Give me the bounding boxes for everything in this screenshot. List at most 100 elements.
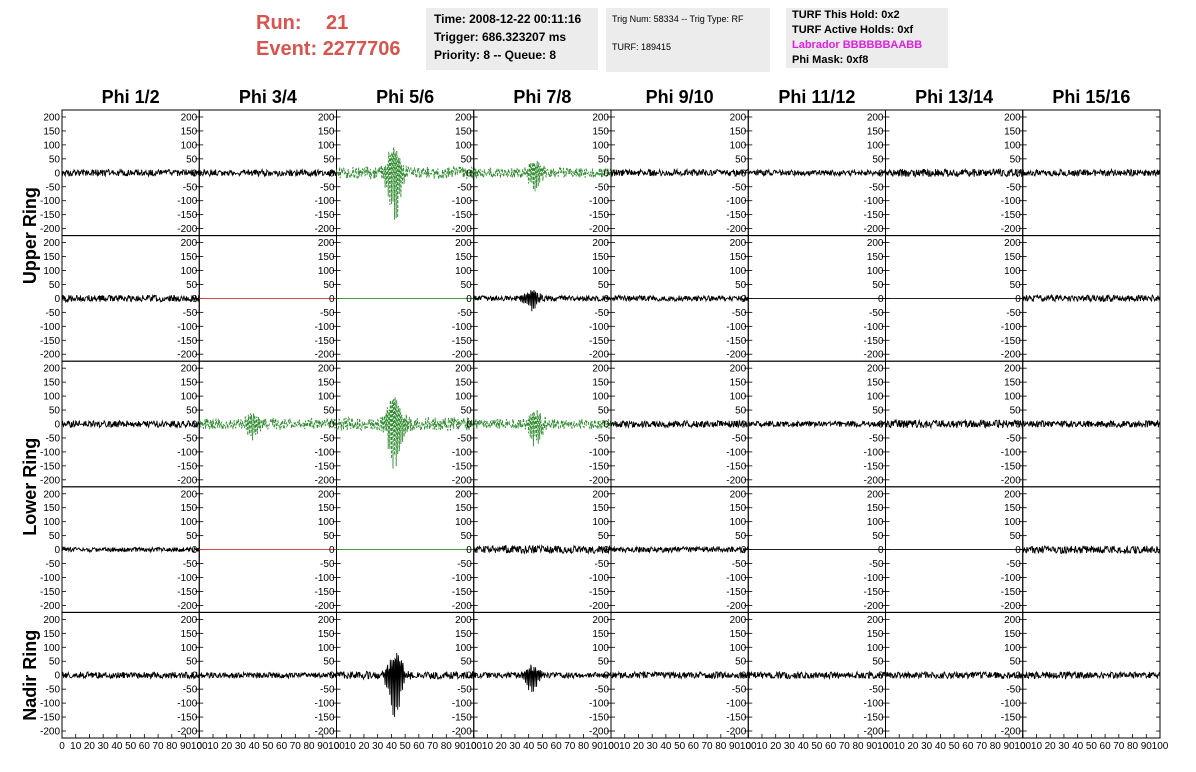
x-tick-label: 80 xyxy=(990,741,1002,752)
x-tick-label: 100 xyxy=(877,741,894,752)
x-tick-label: 80 xyxy=(852,741,864,752)
x-tick-label: 50 xyxy=(811,741,823,752)
y-tick-label: 200 xyxy=(867,364,884,375)
y-tick-label: -100 xyxy=(314,699,334,710)
y-tick-label: 200 xyxy=(867,112,884,123)
x-tick-label: 50 xyxy=(949,741,961,752)
y-tick-label: -200 xyxy=(452,224,472,235)
y-tick-label: 200 xyxy=(730,112,747,123)
y-tick-label: -200 xyxy=(863,224,883,235)
y-tick-label: 200 xyxy=(1004,364,1021,375)
y-tick-label: -50 xyxy=(457,182,472,193)
y-tick-label: 100 xyxy=(318,643,335,654)
x-tick-label: 30 xyxy=(235,741,247,752)
y-tick-label: 200 xyxy=(181,364,198,375)
y-tick-label: 150 xyxy=(43,252,60,263)
y-tick-label: 100 xyxy=(730,140,747,151)
y-tick-label: -100 xyxy=(589,573,609,584)
y-tick-label: -200 xyxy=(726,601,746,612)
x-tick-label: 0 xyxy=(471,741,477,752)
y-tick-label: -200 xyxy=(726,727,746,738)
y-tick-label: 50 xyxy=(598,531,610,542)
y-tick-label: 150 xyxy=(43,629,60,640)
waveform-panel: -200 -150 -100 -50 0 50 100 150 200 xyxy=(726,109,886,237)
labrador-text: Labrador BBBBBBAABB xyxy=(792,39,923,51)
waveform-trace xyxy=(1022,167,1161,178)
y-tick-label: -100 xyxy=(1001,322,1021,333)
waveform-panel: -200 -150 -100 -50 0 50 100 150 200 xyxy=(40,360,200,488)
y-tick-label: 150 xyxy=(181,629,198,640)
ring-label: Upper Ring xyxy=(20,187,40,284)
y-tick-label: -150 xyxy=(452,461,472,472)
waveform-trace xyxy=(610,419,749,429)
y-tick-label: 150 xyxy=(318,252,335,263)
y-tick-label: -200 xyxy=(177,350,197,361)
y-tick-label: -100 xyxy=(452,447,472,458)
x-tick-label: 40 xyxy=(660,741,672,752)
x-tick-label: 10 xyxy=(70,741,82,752)
y-tick-label: -150 xyxy=(1001,336,1021,347)
y-tick-label: 100 xyxy=(1004,392,1021,403)
y-tick-label: 0 xyxy=(603,294,609,305)
y-tick-label: 100 xyxy=(43,392,60,403)
y-tick-label: -50 xyxy=(869,685,884,696)
waveform-panel: -200 -150 -100 -50 0 50 100 150 200 xyxy=(314,486,475,613)
y-tick-label: 100 xyxy=(592,517,609,528)
y-tick-label: -200 xyxy=(863,350,883,361)
y-tick-label: 200 xyxy=(592,112,609,123)
y-tick-label: -200 xyxy=(726,224,746,235)
y-tick-label: -200 xyxy=(1001,475,1021,486)
y-tick-label: 100 xyxy=(455,517,472,528)
waveform-trace xyxy=(610,670,749,680)
y-tick-label: -100 xyxy=(40,447,60,458)
column-header: Phi 5/6 xyxy=(376,87,434,107)
y-tick-label: -150 xyxy=(863,461,883,472)
waveform-trace xyxy=(885,167,1024,178)
y-tick-label: -100 xyxy=(314,196,334,207)
x-tick-label: 100 xyxy=(328,741,345,752)
x-tick-label: 80 xyxy=(1127,741,1139,752)
run-label: Run: xyxy=(256,12,302,34)
y-tick-label: 0 xyxy=(1015,168,1021,179)
y-tick-label: 150 xyxy=(730,126,747,137)
y-tick-label: -200 xyxy=(863,475,883,486)
y-tick-label: 150 xyxy=(592,378,609,389)
y-tick-label: -100 xyxy=(452,699,472,710)
x-tick-label: 0 xyxy=(334,741,340,752)
y-tick-label: 0 xyxy=(329,168,335,179)
y-tick-label: -150 xyxy=(452,713,472,724)
y-tick-label: 200 xyxy=(43,489,60,500)
y-tick-label: -50 xyxy=(595,182,610,193)
y-tick-label: -100 xyxy=(314,322,334,333)
x-tick-label: 100 xyxy=(1014,741,1031,752)
x-tick-label: 50 xyxy=(1086,741,1098,752)
y-tick-label: 100 xyxy=(592,140,609,151)
y-tick-label: 150 xyxy=(1004,378,1021,389)
y-tick-label: -100 xyxy=(863,699,883,710)
y-tick-label: 200 xyxy=(318,238,335,249)
x-tick-label: 50 xyxy=(400,741,412,752)
y-tick-label: 0 xyxy=(329,671,335,682)
y-tick-label: 150 xyxy=(1004,503,1021,514)
x-tick-label: 60 xyxy=(276,741,288,752)
y-tick-label: 0 xyxy=(329,420,335,431)
y-tick-label: 100 xyxy=(181,266,198,277)
x-tick-label: 60 xyxy=(962,741,974,752)
waveform-panel: -200 -150 -100 -50 0 50 100 150 200 xyxy=(726,235,886,362)
y-tick-label: 150 xyxy=(318,503,335,514)
y-tick-label: 200 xyxy=(318,489,335,500)
event-value: 2277706 xyxy=(322,38,401,60)
y-tick-label: 0 xyxy=(603,545,609,556)
y-tick-label: -200 xyxy=(177,727,197,738)
y-tick-label: -150 xyxy=(589,336,609,347)
y-tick-label: 150 xyxy=(867,126,884,137)
y-tick-label: 0 xyxy=(741,545,747,556)
y-tick-label: -150 xyxy=(40,587,60,598)
waveform-panel: -200 -150 -100 -50 0 50 100 150 200 xyxy=(177,109,337,237)
x-tick-label: 40 xyxy=(798,741,810,752)
y-tick-label: -150 xyxy=(452,587,472,598)
y-tick-label: 50 xyxy=(461,657,473,668)
y-tick-label: -150 xyxy=(863,336,883,347)
y-tick-label: 150 xyxy=(318,126,335,137)
y-tick-label: 200 xyxy=(1004,238,1021,249)
